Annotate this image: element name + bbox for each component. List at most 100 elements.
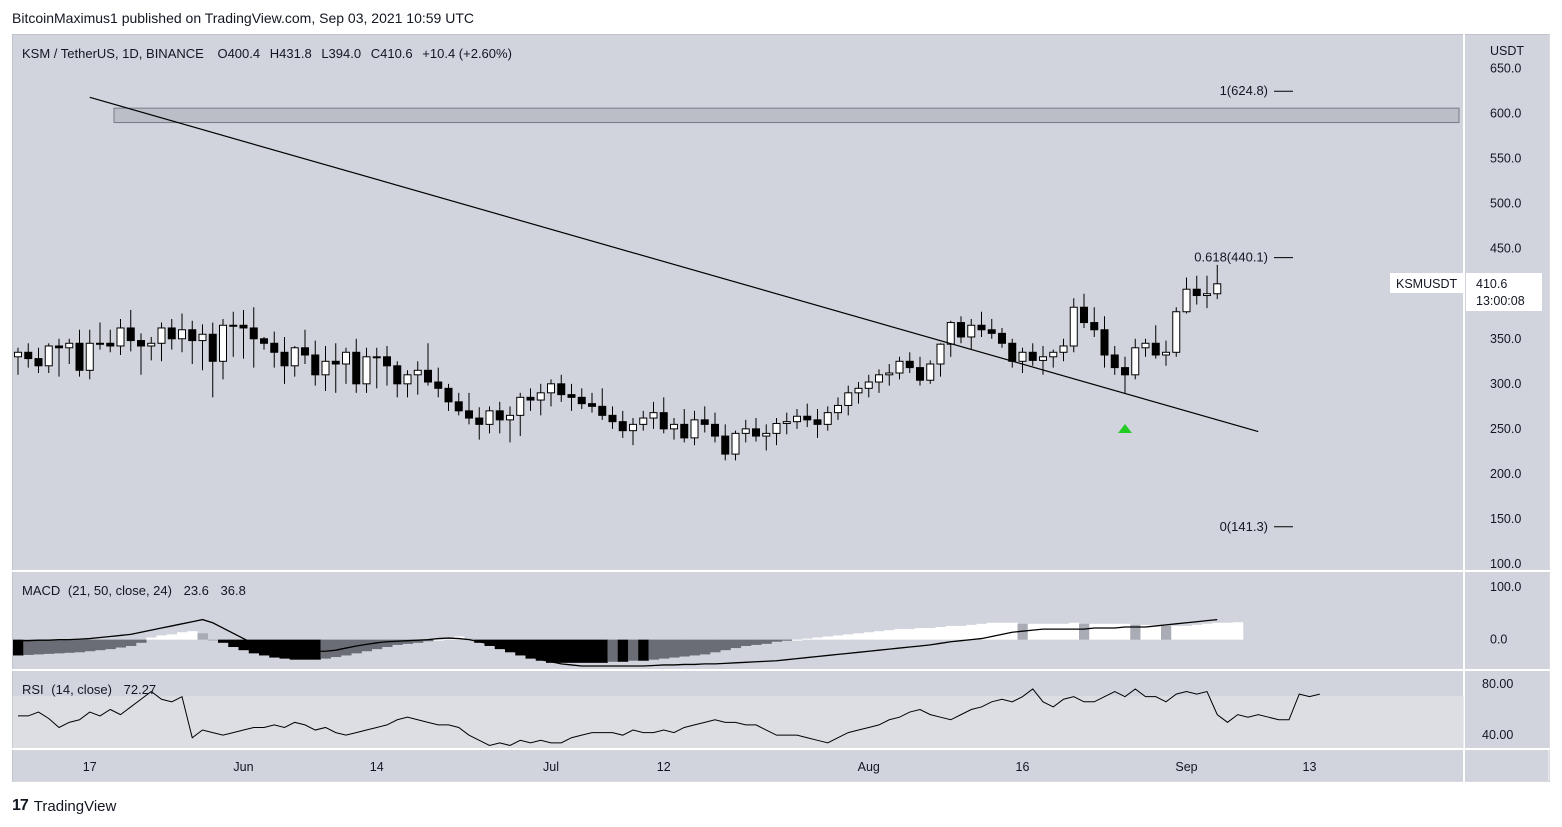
macd-histogram-bar <box>699 639 711 655</box>
macd-histogram-bar <box>125 639 137 646</box>
candle-up <box>1162 351 1170 356</box>
candle-down <box>567 394 576 398</box>
candle-up <box>516 396 525 416</box>
macd-histogram-bar <box>43 639 55 654</box>
macd-histogram-bar <box>156 635 168 640</box>
candle-down <box>444 387 453 403</box>
macd-histogram-bar <box>833 635 844 640</box>
trading-chart[interactable]: 1(624.8) 0.618(440.1) 0(141.3) 650.0 600.0 5… <box>12 34 1550 782</box>
macd-histogram-bar <box>1161 625 1172 640</box>
candle-up <box>864 381 873 389</box>
candle-down <box>75 342 84 371</box>
candle-up <box>762 432 771 437</box>
macd-histogram-bar <box>669 639 680 658</box>
candle-down <box>700 419 709 425</box>
tradingview-footer[interactable]: 17 TradingView <box>12 795 116 817</box>
candle-down <box>34 358 43 367</box>
macd-histogram-bar <box>310 639 321 660</box>
candle-down <box>752 428 760 437</box>
macd-histogram-bar <box>1202 623 1213 640</box>
price-tick-label: 150.0 <box>1490 512 1521 526</box>
candle-up <box>116 327 125 347</box>
macd-histogram-bar <box>771 639 783 642</box>
candle-down <box>1192 288 1201 297</box>
macd-histogram-bar <box>300 639 311 660</box>
macd-legend-v1: 23.6 <box>184 583 209 598</box>
macd-histogram-bar <box>730 639 742 649</box>
macd-histogram-bar <box>1007 622 1018 640</box>
price-tag: KSMUSDT 410.6 13:00:08 <box>1390 273 1542 311</box>
macd-histogram-bar <box>1079 623 1090 640</box>
macd-histogram-bar <box>792 639 803 641</box>
macd-histogram-bar <box>1048 623 1059 640</box>
macd-legend-label: MACD <box>22 583 60 598</box>
bullish-arrow-icon <box>1118 423 1132 433</box>
candle-up <box>96 342 104 345</box>
candle-up <box>823 412 832 425</box>
fib-level-label: 1(624.8) <box>1220 83 1268 98</box>
macd-histogram-bar <box>997 622 1008 640</box>
macd-histogram-bar <box>177 632 188 640</box>
candle-up <box>1182 288 1191 313</box>
candle-down <box>711 423 719 437</box>
macd-histogram-bar <box>412 639 424 643</box>
macd-histogram-bar <box>1130 624 1141 640</box>
candle-down <box>393 365 402 385</box>
candle-up <box>198 333 207 342</box>
macd-histogram-bar <box>1140 624 1152 640</box>
macd-histogram-bar <box>576 639 588 663</box>
candle-down <box>475 417 484 425</box>
candle-up <box>649 412 658 419</box>
candle-up <box>1059 345 1068 353</box>
candle-down <box>465 410 473 419</box>
candle-down <box>1080 306 1088 324</box>
candle-down <box>495 410 504 421</box>
macd-histogram-bar <box>904 629 916 640</box>
macd-line <box>18 618 1218 667</box>
macd-histogram-bar <box>658 639 670 659</box>
macd-histogram-bar <box>402 639 414 644</box>
macd-legend: MACD (21, 50, close, 24) 23.6 36.8 <box>22 583 246 598</box>
candle-down <box>813 419 822 425</box>
macd-histogram-bar <box>433 639 444 641</box>
macd-histogram-bar <box>966 624 977 640</box>
candle-up <box>157 327 166 344</box>
macd-histogram-bar <box>279 639 291 659</box>
candle-up <box>936 343 945 365</box>
candle-up <box>44 345 53 367</box>
macd-histogram-bar <box>1068 622 1080 640</box>
candle-up <box>321 360 330 376</box>
legend-open-label: O <box>217 46 227 61</box>
macd-histogram-bar <box>863 632 875 640</box>
macd-histogram-bar <box>556 639 567 663</box>
candle-up <box>1172 311 1181 353</box>
candle-down <box>1110 354 1119 369</box>
candle-up <box>1203 293 1211 297</box>
candle-down <box>301 347 309 356</box>
macd-histogram-bar <box>423 639 434 642</box>
macd-histogram-bar <box>587 639 598 663</box>
macd-histogram-bar <box>84 639 96 652</box>
macd-histogram-bar <box>54 639 65 654</box>
legend-low-value: 394.0 <box>329 46 362 61</box>
candle-down <box>721 435 730 455</box>
candle-up <box>1131 347 1140 376</box>
candle-down <box>1008 342 1017 362</box>
candle-down <box>659 412 668 430</box>
macd-histogram-bar <box>1232 622 1244 640</box>
price-tick-label: 450.0 <box>1490 242 1521 256</box>
macd-histogram-bar <box>935 626 947 640</box>
candle-up <box>772 422 781 434</box>
macd-histogram-bar <box>23 639 34 655</box>
macd-histogram-bar <box>853 633 865 640</box>
candle-up <box>885 372 894 376</box>
price-tag-symbol: KSMUSDT <box>1396 277 1457 291</box>
macd-histogram-bar <box>1027 623 1039 640</box>
candle-down <box>977 324 986 331</box>
macd-histogram-bar <box>781 639 793 641</box>
macd-histogram-bar <box>494 639 506 650</box>
macd-histogram-bar <box>505 639 516 653</box>
candle-up <box>372 356 381 359</box>
price-tag-symbol-box <box>1390 273 1464 293</box>
macd-histogram-bar <box>392 639 403 645</box>
